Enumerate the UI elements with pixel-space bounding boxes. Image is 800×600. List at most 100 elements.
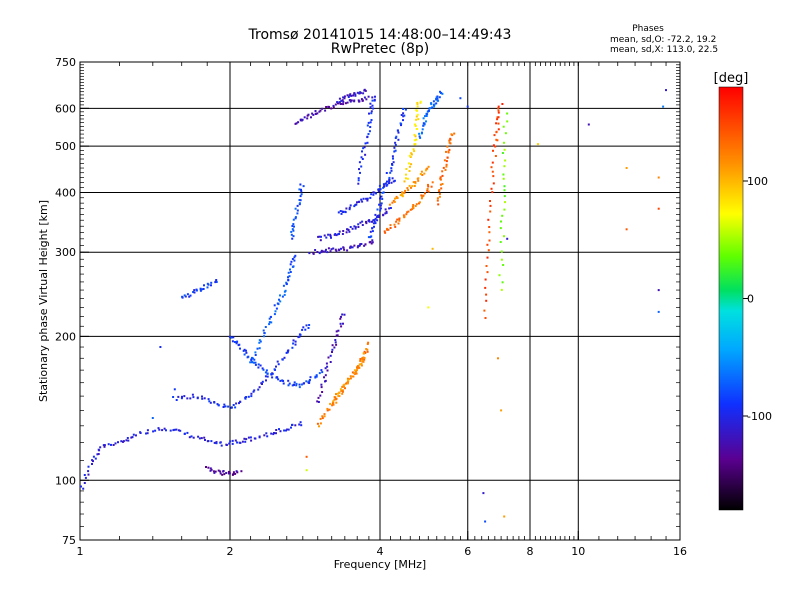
data-point <box>330 248 333 251</box>
data-point <box>332 400 335 403</box>
data-point <box>401 191 403 194</box>
data-point <box>371 227 374 230</box>
data-point <box>369 102 372 105</box>
data-point <box>273 313 276 316</box>
data-point <box>413 139 416 142</box>
data-point <box>299 199 302 202</box>
data-point <box>302 382 305 385</box>
data-point <box>287 428 290 431</box>
data-point <box>339 210 342 212</box>
data-point <box>404 108 407 111</box>
data-point <box>112 444 115 446</box>
data-point <box>361 358 364 361</box>
data-point <box>418 201 421 204</box>
data-point <box>301 328 304 331</box>
data-point <box>289 263 292 266</box>
data-point <box>278 428 280 431</box>
data-point <box>99 446 102 449</box>
data-point <box>355 203 358 206</box>
data-point <box>210 440 213 443</box>
data-point <box>252 390 255 393</box>
data-point <box>385 184 388 187</box>
data-point <box>239 400 242 403</box>
data-point <box>403 191 406 194</box>
colorbar-tick-label: 0 <box>747 293 754 306</box>
data-point <box>392 157 394 160</box>
data-point <box>329 235 332 237</box>
data-point <box>502 125 505 128</box>
data-point <box>482 492 485 495</box>
data-point <box>286 351 289 354</box>
data-point <box>316 422 319 425</box>
data-point <box>358 100 361 103</box>
data-point <box>213 471 216 474</box>
data-point <box>346 381 349 384</box>
data-point <box>293 259 296 262</box>
data-point <box>253 389 256 392</box>
data-point <box>231 340 234 343</box>
data-point <box>294 207 297 210</box>
data-point <box>432 100 435 103</box>
data-point <box>333 346 336 349</box>
data-point <box>392 180 395 183</box>
data-point <box>503 141 505 144</box>
data-point <box>309 376 312 379</box>
data-point <box>446 145 449 148</box>
data-point <box>163 427 166 430</box>
data-point <box>355 372 358 375</box>
colorbar-tick-label: 100 <box>747 175 768 188</box>
data-point <box>441 174 444 177</box>
data-point <box>287 271 290 274</box>
data-point <box>308 380 311 383</box>
data-point <box>366 141 369 144</box>
data-point <box>372 222 375 225</box>
data-point <box>341 385 344 388</box>
data-point <box>96 453 99 456</box>
data-point <box>343 97 346 100</box>
data-point <box>250 439 253 442</box>
data-point <box>82 487 85 490</box>
data-point <box>210 281 213 284</box>
data-point <box>347 96 350 98</box>
data-point <box>231 473 234 476</box>
data-point <box>397 138 400 141</box>
data-point <box>398 218 401 221</box>
data-point <box>324 109 327 112</box>
data-point <box>374 213 377 216</box>
data-point <box>308 324 311 326</box>
data-point <box>388 176 391 179</box>
data-point <box>438 192 441 195</box>
data-point <box>302 326 305 329</box>
data-point <box>369 121 372 124</box>
data-point <box>300 383 303 386</box>
data-point <box>196 396 199 399</box>
data-point <box>485 265 488 267</box>
data-point <box>442 166 445 169</box>
data-point <box>417 179 420 182</box>
data-point <box>165 429 167 432</box>
data-point <box>232 336 235 339</box>
data-point <box>341 233 344 235</box>
data-point <box>403 114 406 117</box>
data-point <box>361 220 364 223</box>
y-tick-label: 750 <box>55 56 76 69</box>
data-point <box>362 197 365 200</box>
data-point <box>251 356 253 359</box>
data-point <box>410 186 412 189</box>
data-point <box>231 442 234 445</box>
data-point <box>366 348 369 351</box>
data-point <box>201 395 203 398</box>
data-point <box>379 209 382 212</box>
data-point <box>327 247 330 250</box>
data-point <box>127 439 130 442</box>
data-point <box>382 183 385 186</box>
data-point <box>353 205 356 208</box>
data-point <box>445 150 447 153</box>
data-point <box>293 256 296 259</box>
data-point <box>370 193 373 196</box>
data-point <box>416 103 419 106</box>
data-point <box>410 152 413 155</box>
data-point <box>242 349 245 352</box>
data-point <box>322 250 324 253</box>
data-point <box>360 362 363 365</box>
